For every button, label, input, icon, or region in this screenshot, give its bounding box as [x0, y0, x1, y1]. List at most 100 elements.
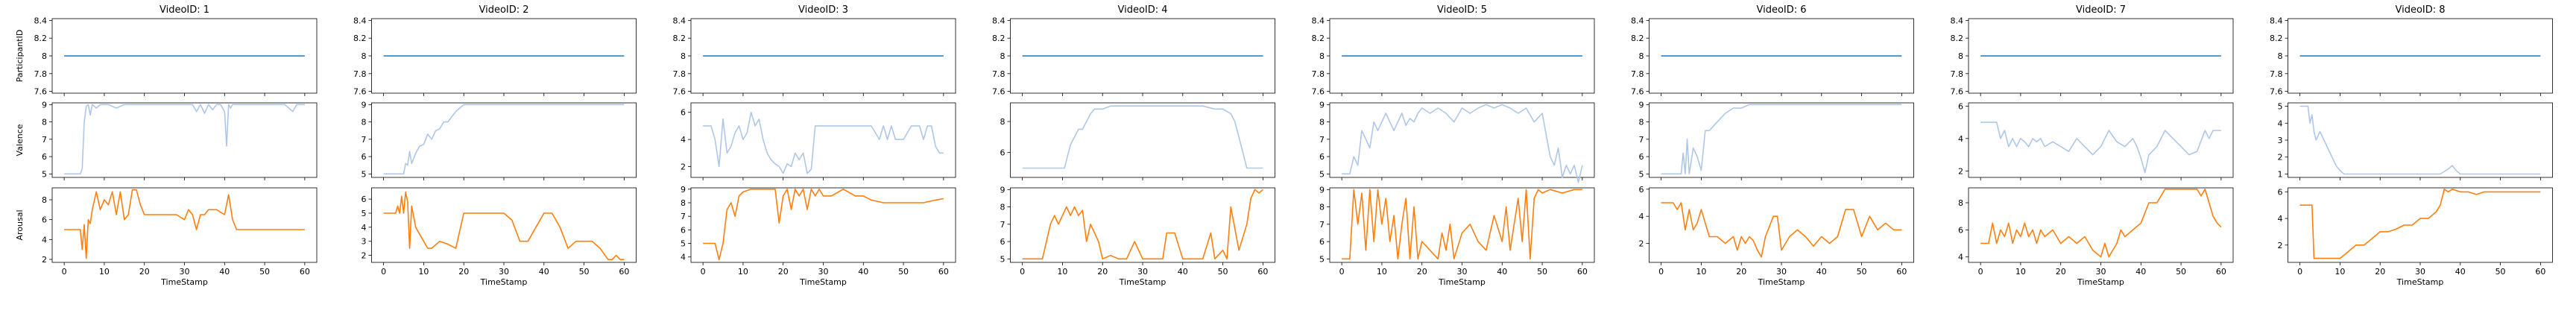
y-tick-label: 8: [1000, 51, 1006, 61]
subplot-row-3: 4 6 8 0 10 20 30 40 50 60: [1958, 187, 2234, 277]
panel-title: VideoID: 3: [798, 4, 848, 16]
panel-title: VideoID: 6: [1756, 4, 1806, 16]
y-tick-label: 2: [1958, 166, 1963, 176]
x-tick-label: 10: [418, 267, 429, 277]
y-tick-label: 8.4: [34, 16, 48, 25]
y-tick-label: 5: [1319, 254, 1325, 264]
y-tick-label: 8: [42, 195, 47, 205]
y-tick-label: 8.4: [2270, 16, 2283, 25]
y-tick-label: 8: [1639, 118, 1644, 127]
x-tick-label: 30: [1137, 267, 1148, 277]
x-tick-label: 60: [1896, 267, 1907, 277]
y-tick-label: 7: [1000, 220, 1006, 230]
x-tick-label: 60: [619, 267, 629, 277]
plot-frame: [371, 102, 637, 178]
x-tick-label: 50: [1857, 267, 1867, 277]
y-tick-label: 5: [2278, 102, 2283, 112]
series-line-arousal: [1342, 189, 1582, 260]
subplot-row-1: 7.6 7.8 8 8.2 8.4: [673, 16, 956, 97]
y-tick-label: 9: [362, 100, 367, 110]
y-tick-label: 5: [42, 169, 47, 179]
x-tick-label: 40: [1178, 267, 1188, 277]
y-tick-label: 4: [1958, 253, 1963, 262]
y-tick-label: 7: [1639, 135, 1644, 145]
plot-frame: [51, 102, 318, 178]
x-tick-label: 50: [2176, 267, 2186, 277]
subplot-row-1: 7.6 7.8 8 8.2 8.4: [1631, 16, 1914, 97]
y-tick-label: 2: [2278, 153, 2283, 162]
y-tick-label: 7.6: [1951, 87, 1964, 97]
series-line-valence: [1980, 121, 2221, 174]
y-tick-label: 6: [681, 108, 686, 118]
x-tick-label: 50: [898, 267, 909, 277]
y-tick-label: 6: [1319, 237, 1325, 247]
x-axis-label: TimeStamp: [1119, 277, 1167, 287]
x-tick-label: 40: [539, 267, 549, 277]
x-tick-label: 20: [2056, 267, 2066, 277]
x-axis-label: TimeStamp: [160, 277, 208, 287]
x-tick-label: 50: [579, 267, 590, 277]
y-tick-label: 7.6: [353, 87, 367, 97]
subplot-row-1: 7.6 7.8 8 8.2 8.4: [992, 16, 1275, 97]
y-tick-label: 8: [362, 51, 367, 61]
video-panel-7: VideoID: 7 7.6 7.8 8 8.2 8.4 2 4 6 4 6 8 0 10 20 30 40 50…: [1951, 4, 2234, 287]
y-tick-label: 6: [2278, 187, 2283, 197]
series-line-valence: [1022, 105, 1263, 169]
y-tick-label: 6: [362, 152, 367, 162]
y-tick-label: 7.8: [353, 69, 367, 79]
subplot-row-2: 5 6 7 8 9 Valence: [15, 100, 318, 180]
subplot-row-2: 5 6 7 8 9: [1639, 100, 1914, 180]
series-line-valence: [2299, 105, 2541, 175]
subplot-row-3: 5 6 7 8 9 0 10 20 30 40 50 60: [1000, 185, 1275, 277]
x-tick-label: 0: [2297, 267, 2302, 277]
y-tick-label: 4: [2278, 119, 2283, 128]
series-line-arousal: [64, 189, 305, 259]
x-tick-label: 20: [1417, 267, 1427, 277]
x-tick-label: 10: [738, 267, 748, 277]
y-tick-label: 7.8: [34, 69, 48, 79]
y-tick-label: 6: [1319, 152, 1325, 162]
y-tick-label: 7.8: [1631, 69, 1644, 79]
y-tick-label: 8: [1319, 51, 1325, 61]
y-tick-label: 5: [1639, 169, 1644, 179]
y-tick-label: 5: [1319, 169, 1325, 179]
y-tick-label: 7.6: [2270, 87, 2283, 97]
series-line-valence: [383, 104, 625, 175]
x-tick-label: 50: [1218, 267, 1228, 277]
x-tick-label: 60: [2535, 267, 2545, 277]
series-line-valence: [1661, 104, 1902, 175]
panel-title: VideoID: 8: [2395, 4, 2445, 16]
subplot-row-2: 68: [1000, 102, 1275, 180]
x-tick-label: 0: [1020, 267, 1025, 277]
subplot-row-1: 7.6 7.8 8 8.2 8.4: [1951, 16, 2234, 97]
x-tick-label: 30: [818, 267, 829, 277]
x-tick-label: 0: [62, 267, 67, 277]
x-axis-label: TimeStamp: [480, 277, 528, 287]
x-tick-label: 60: [2216, 267, 2226, 277]
subplot-row-3: 4 5 6 7 8 9 0 10 20 30 40 50 60: [681, 185, 956, 277]
series-line-arousal: [703, 189, 944, 261]
series-line-arousal: [383, 191, 625, 261]
y-tick-label: 6: [681, 225, 686, 235]
series-line-arousal: [2299, 189, 2541, 259]
x-tick-label: 40: [1497, 267, 1507, 277]
y-tick-label: 8.2: [1312, 34, 1325, 43]
x-tick-label: 10: [2015, 267, 2026, 277]
y-tick-label: 7.6: [992, 87, 1006, 97]
y-tick-label: 7.6: [1631, 87, 1644, 97]
panel-title: VideoID: 4: [1117, 4, 1167, 16]
plot-frame: [690, 102, 956, 178]
series-line-valence: [703, 111, 944, 174]
series-line-valence: [64, 104, 305, 175]
series-line-arousal: [1022, 189, 1263, 260]
y-tick-label: 4: [681, 253, 686, 262]
subplot-row-3: 5 6 7 8 9 0 10 20 30 40 50 60: [1319, 185, 1595, 277]
y-tick-label: 8: [362, 118, 367, 127]
plot-frame: [1968, 102, 2234, 178]
y-tick-label: 2: [42, 255, 47, 265]
x-tick-label: 30: [499, 267, 509, 277]
